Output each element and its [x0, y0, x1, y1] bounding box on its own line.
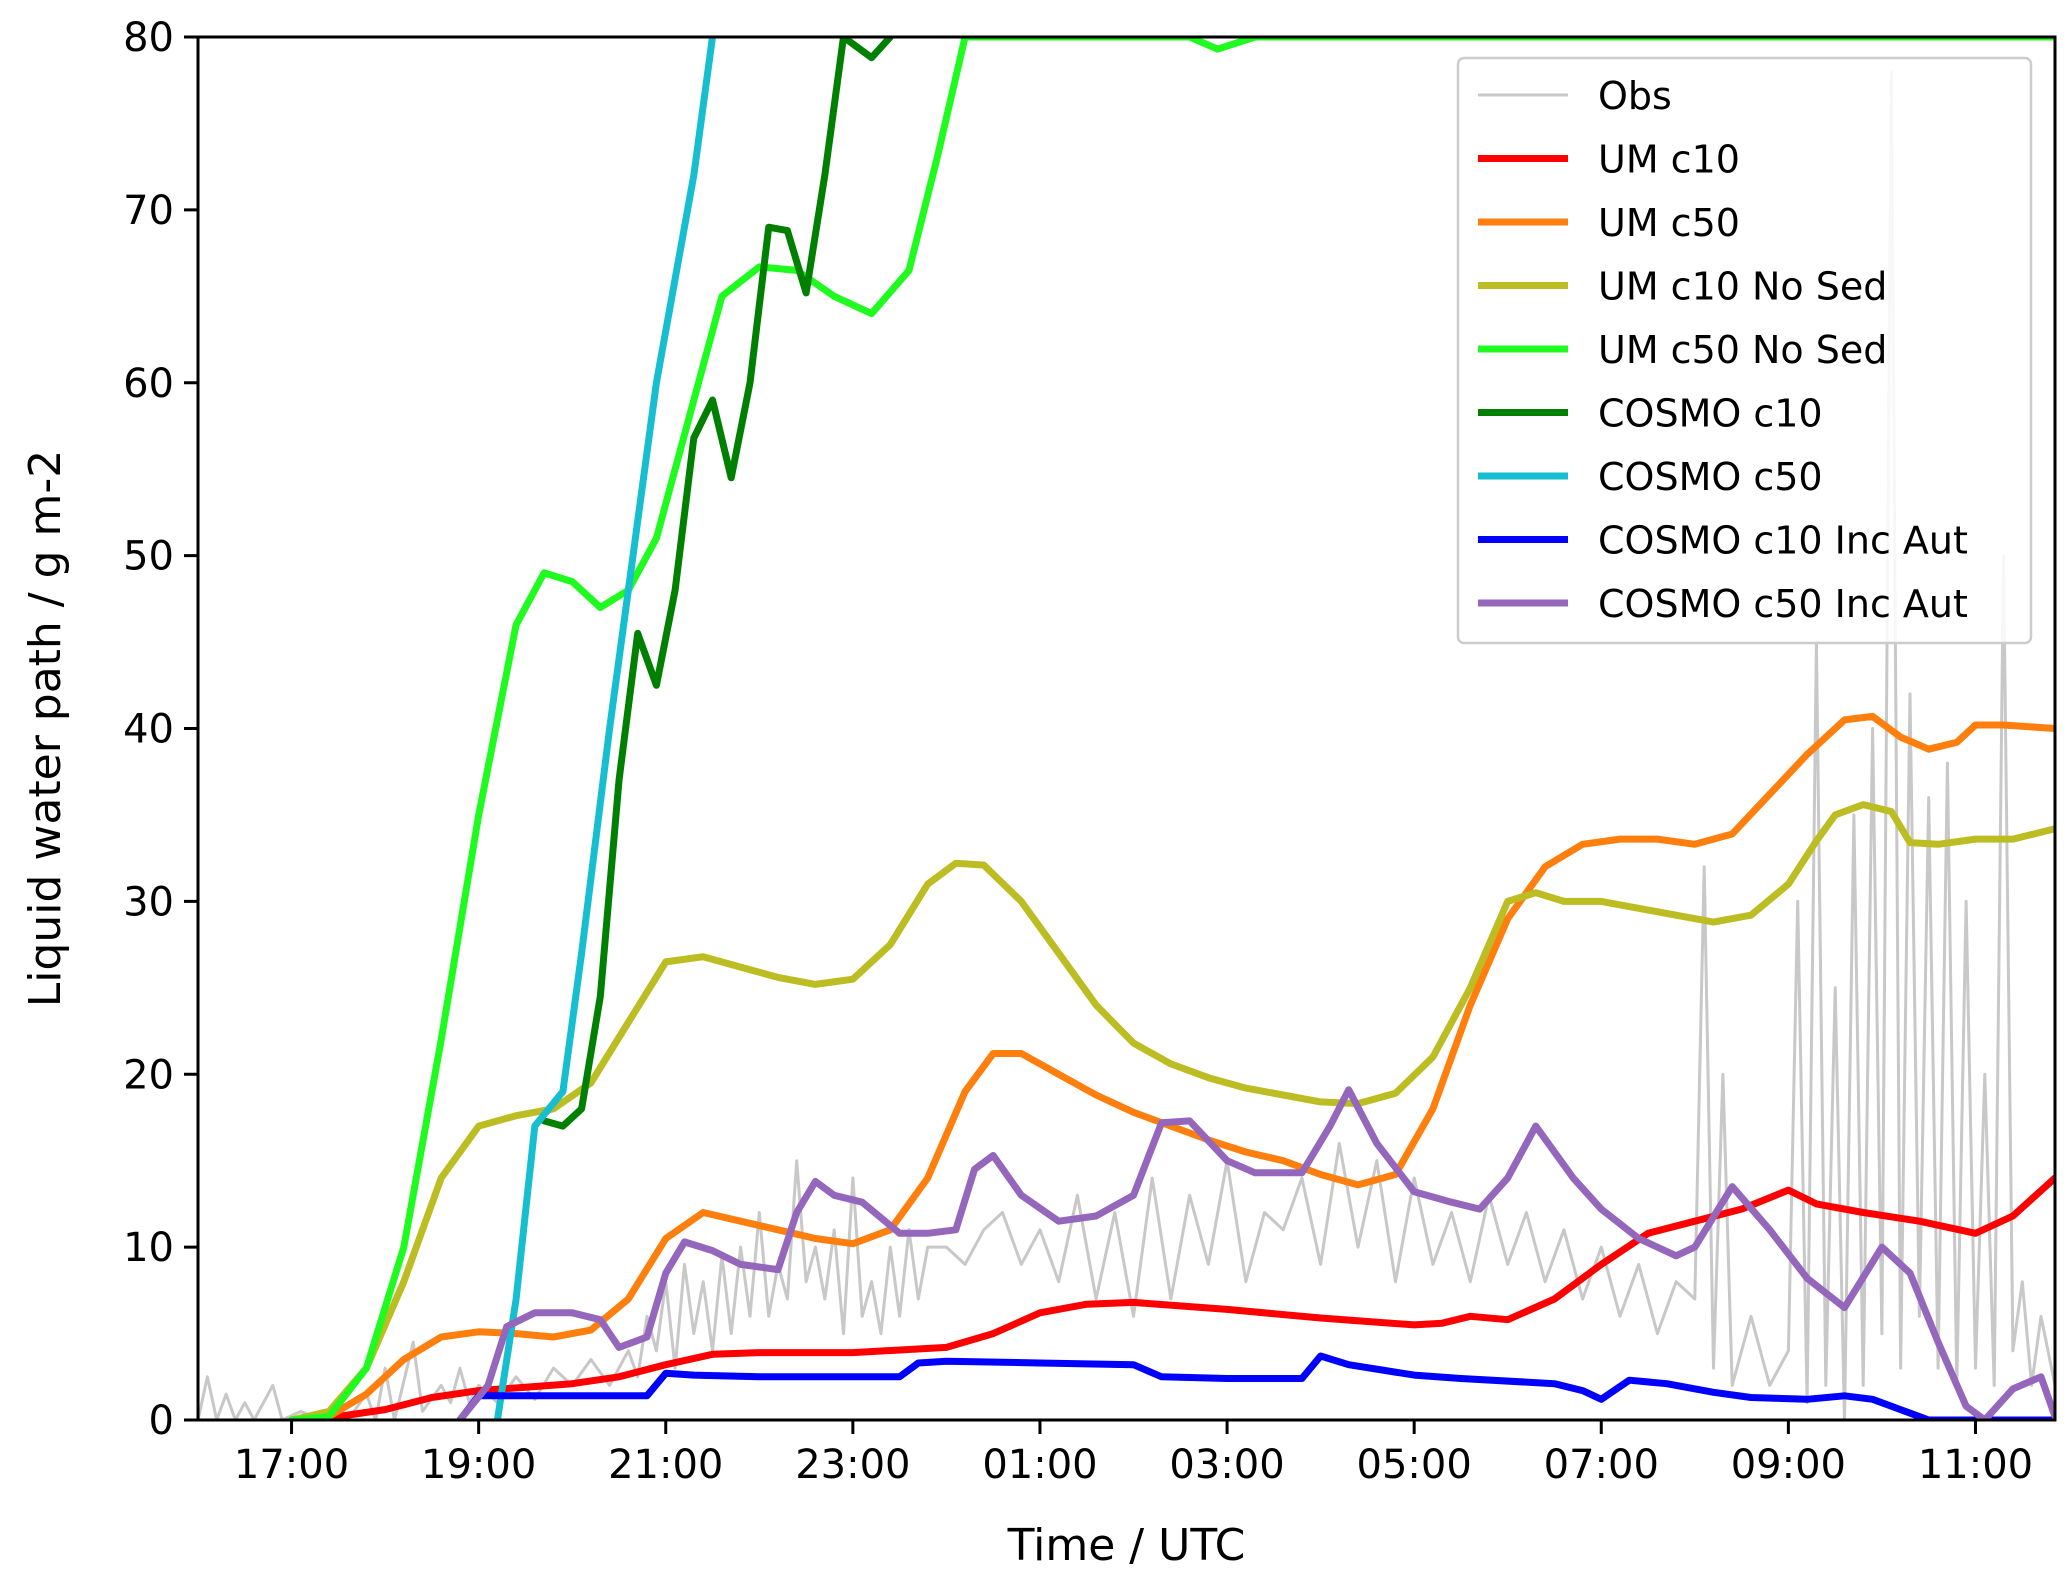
series-line-um-c10	[288, 1174, 2055, 1420]
y-tick-label: 30	[123, 879, 174, 925]
series-layer	[198, 37, 2055, 1420]
series-line-cosmo-c10-inc-aut	[456, 1352, 2055, 1420]
y-tick-label: 40	[123, 707, 174, 753]
legend-label: UM c10	[1598, 138, 1740, 182]
y-tick-label: 50	[123, 534, 174, 580]
legend-box	[1456, 56, 2033, 645]
series-line-um-c10-no-sed	[288, 801, 2055, 1420]
x-axis: 17:00 19:00 21:00 23:00 01:00 03:00 05:00 07:00…	[234, 1420, 2033, 1488]
legend-label: COSMO c10	[1598, 392, 1823, 436]
y-tick-label: 80	[123, 15, 174, 61]
y-axis: 0 10 20 30 40 50 60 70 80	[123, 15, 198, 1444]
x-tick-label: 23:00	[795, 1442, 910, 1488]
legend-label: COSMO c50	[1598, 455, 1823, 499]
legend-label: UM c50	[1598, 201, 1740, 245]
x-tick-label: 19:00	[421, 1442, 536, 1488]
legend-label: Obs	[1598, 74, 1672, 118]
y-tick-label: 0	[149, 1398, 174, 1444]
legend-label: UM c10 No Sed	[1598, 265, 1887, 309]
series-line-um-c50	[288, 712, 2055, 1420]
series-line-cosmo-c50	[493, 37, 716, 1420]
y-tick-label: 60	[123, 361, 174, 407]
x-tick-label: 05:00	[1357, 1442, 1472, 1488]
legend-label: COSMO c10 Inc Aut	[1598, 519, 1968, 563]
legend-label: COSMO c50 Inc Aut	[1598, 582, 1968, 626]
x-tick-label: 01:00	[982, 1442, 1097, 1488]
x-tick-label: 17:00	[234, 1442, 349, 1488]
y-tick-label: 20	[123, 1052, 174, 1098]
x-tick-label: 11:00	[1918, 1442, 2033, 1488]
x-tick-label: 09:00	[1731, 1442, 1846, 1488]
series-line-um-c50-no-sed	[288, 37, 2055, 1420]
legend-label: UM c50 No Sed	[1598, 328, 1887, 372]
series-line-cosmo-c10	[540, 37, 894, 1130]
x-tick-label: 03:00	[1169, 1442, 1284, 1488]
y-axis-title: Liquid water path / g m-2	[20, 450, 71, 1008]
x-axis-title: Time / UTC	[1007, 1520, 1246, 1571]
x-tick-label: 21:00	[608, 1442, 723, 1488]
x-tick-label: 07:00	[1544, 1442, 1659, 1488]
series-line-cosmo-c50-inc-aut	[456, 1086, 2055, 1420]
legend: Obs UM c10 UM c50 UM c10 No Sed UM c50 No Se…	[1456, 56, 2033, 645]
y-tick-label: 70	[123, 188, 174, 234]
y-tick-label: 10	[123, 1225, 174, 1271]
